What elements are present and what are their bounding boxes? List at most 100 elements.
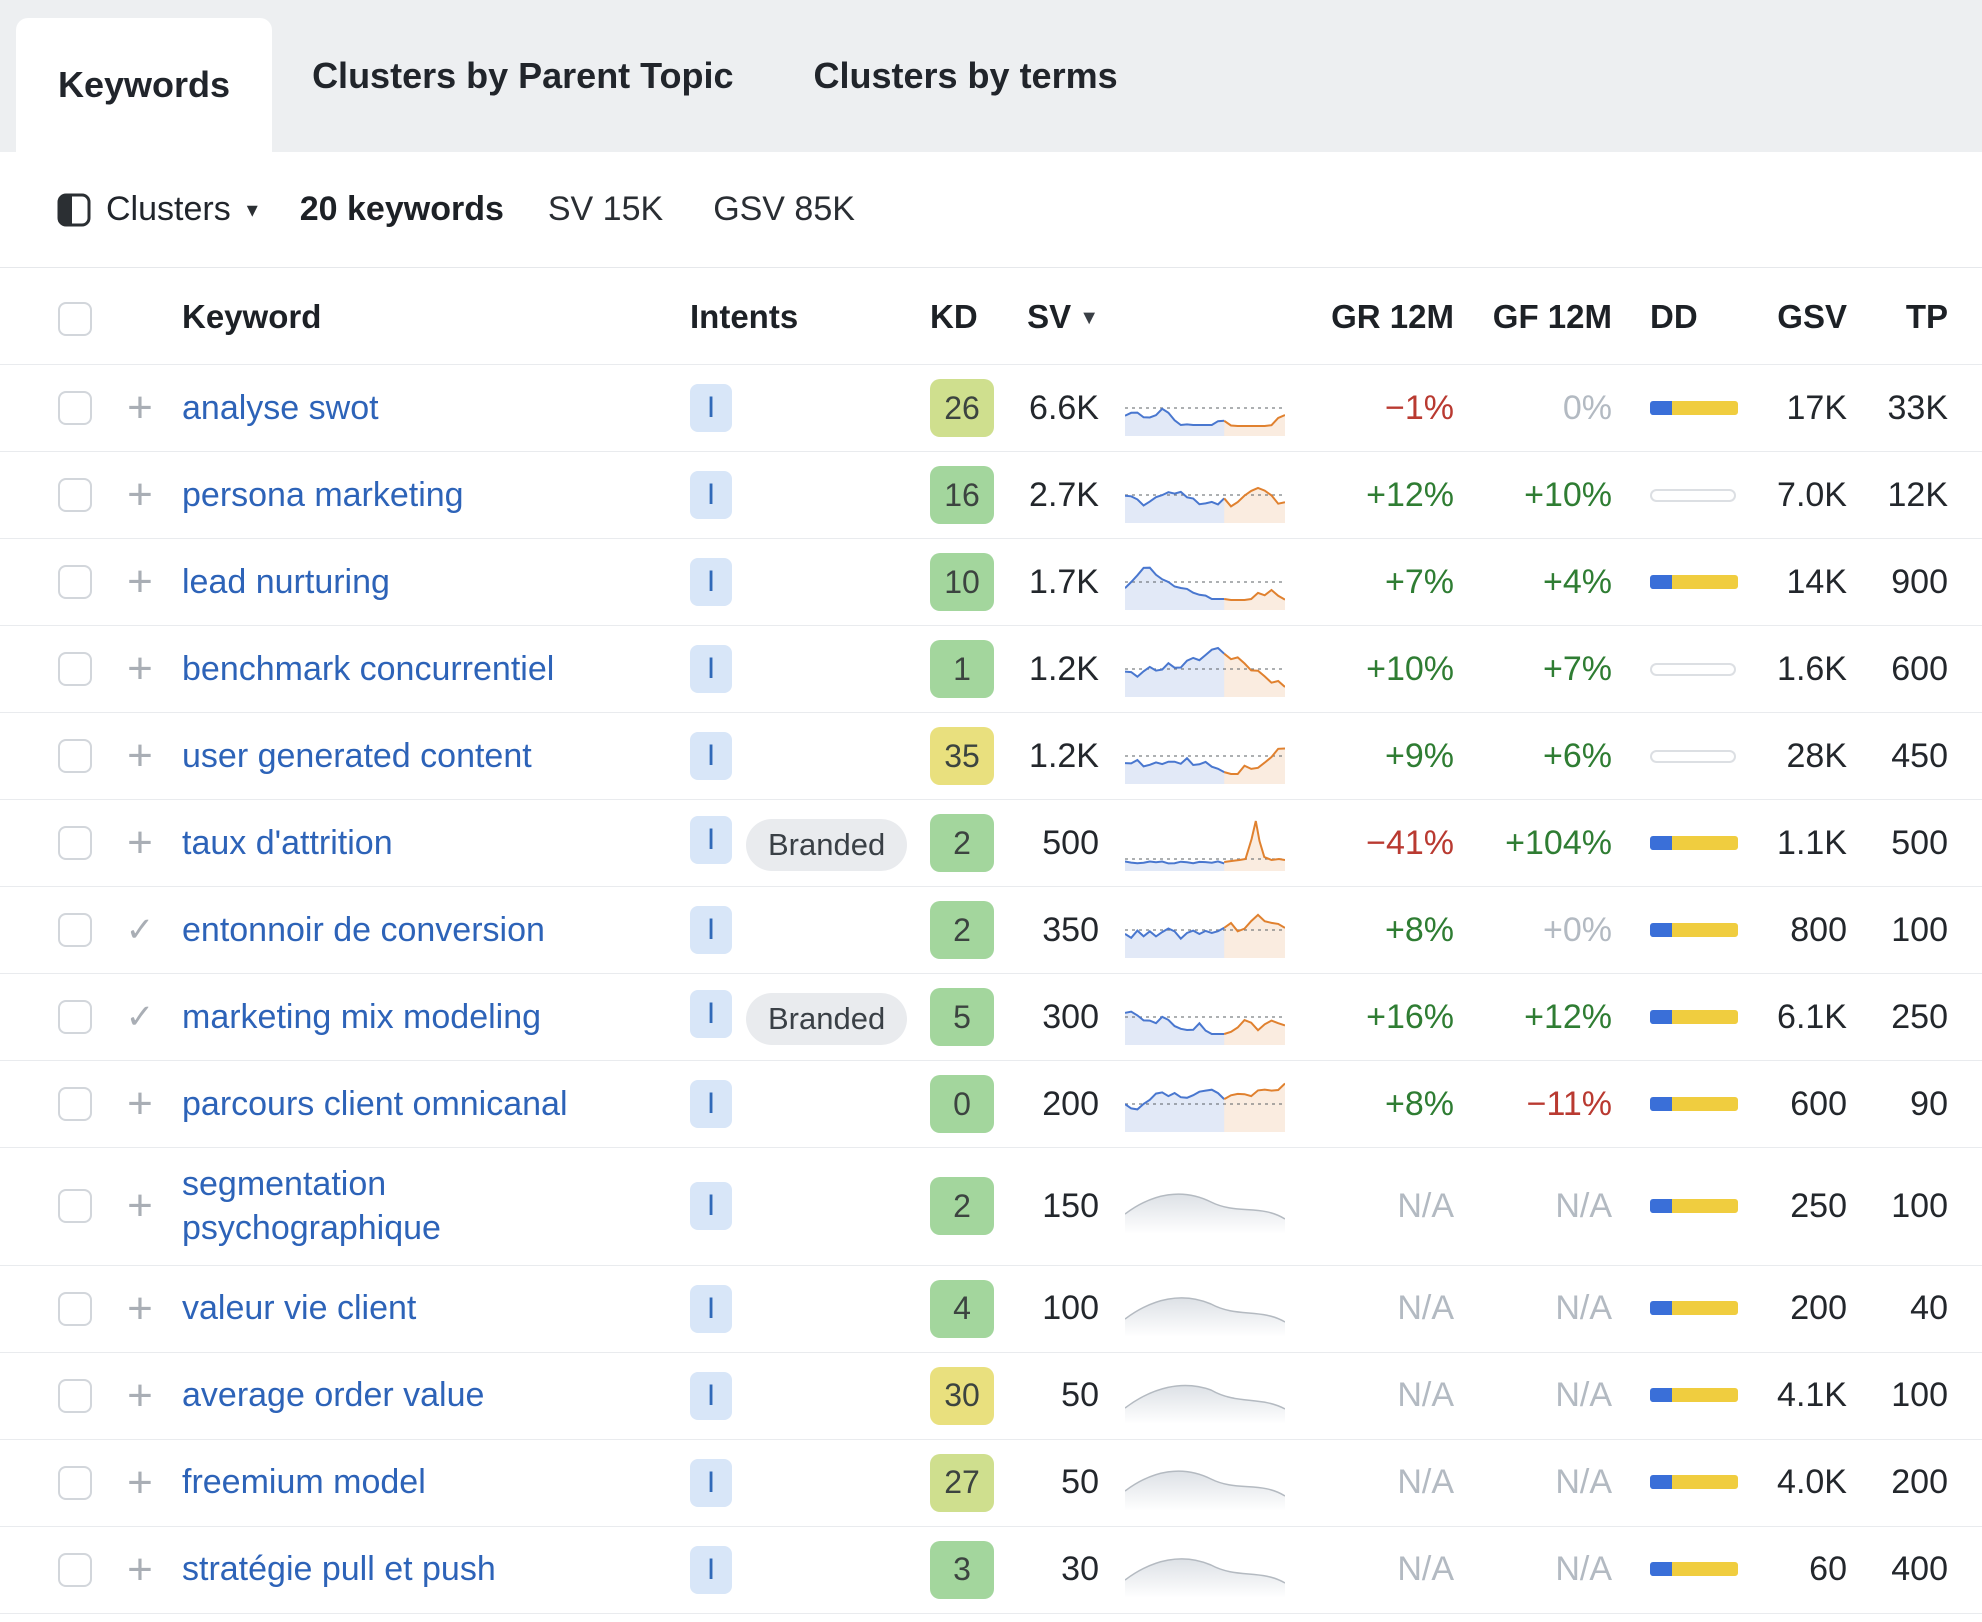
- sv-value: 50: [1022, 1351, 1107, 1440]
- gsv-value: 60: [1757, 1525, 1857, 1614]
- keyword-link[interactable]: freemium model: [182, 1463, 426, 1502]
- row-checkbox[interactable]: [58, 1189, 92, 1224]
- keyword-link[interactable]: taux d'attrition: [182, 823, 393, 862]
- row-checkbox[interactable]: [58, 478, 92, 513]
- gf-12m-value: N/A: [1462, 1525, 1622, 1614]
- keyword-link[interactable]: segmentation psychographique: [182, 1165, 441, 1248]
- gr-12m-value: +7%: [1302, 538, 1462, 626]
- row-checkbox[interactable]: [58, 826, 92, 861]
- add-keyword-button[interactable]: +: [127, 731, 153, 781]
- add-keyword-button[interactable]: +: [127, 1544, 153, 1594]
- trend-sparkline: [1125, 1083, 1285, 1133]
- column-header-gf-12m[interactable]: GF 12M: [1492, 298, 1612, 336]
- gr-12m-value: +10%: [1302, 625, 1462, 713]
- row-checkbox[interactable]: [58, 391, 92, 426]
- tab-clusters-by-terms[interactable]: Clusters by terms: [813, 55, 1118, 96]
- add-keyword-button[interactable]: +: [127, 818, 153, 868]
- sv-value: 1.7K: [1022, 538, 1107, 626]
- sv-value: 500: [1022, 799, 1107, 887]
- add-keyword-button[interactable]: +: [127, 644, 153, 694]
- column-header-keyword[interactable]: Keyword: [182, 298, 322, 336]
- gr-12m-value: −1%: [1302, 364, 1462, 452]
- tp-value: 200: [1857, 1438, 1982, 1527]
- trend-sparkline: [1125, 747, 1285, 785]
- add-keyword-button[interactable]: +: [127, 1370, 153, 1420]
- row-checkbox[interactable]: [58, 1378, 92, 1413]
- keyword-link[interactable]: lead nurturing: [182, 562, 390, 601]
- tp-value: 40: [1857, 1264, 1982, 1353]
- intent-badge: I: [690, 384, 732, 433]
- gsv-value: 4.0K: [1757, 1438, 1857, 1527]
- column-header-sv[interactable]: SV ▼: [1022, 268, 1107, 365]
- add-keyword-button[interactable]: +: [127, 470, 153, 520]
- kd-badge: 4: [930, 1279, 994, 1338]
- table-header-row: Keyword Intents KD SV ▼ GR 12M GF 12M DD …: [0, 268, 1982, 365]
- sv-value: 2.7K: [1022, 451, 1107, 539]
- add-keyword-button[interactable]: +: [127, 1181, 153, 1231]
- row-checkbox[interactable]: [58, 913, 92, 948]
- sv-header-label: SV: [1027, 298, 1072, 336]
- table-row: + segmentation psychographique I 2 150 N/A N/A…: [0, 1147, 1982, 1266]
- gsv-value: 7.0K: [1757, 451, 1857, 539]
- keyword-link[interactable]: average order value: [182, 1376, 485, 1415]
- column-header-kd[interactable]: KD: [930, 298, 978, 336]
- select-all-checkbox[interactable]: [58, 302, 92, 337]
- add-keyword-button[interactable]: +: [127, 1457, 153, 1507]
- row-checkbox[interactable]: [58, 1000, 92, 1035]
- sv-summary: SV 15K: [547, 190, 664, 228]
- tab-clusters-by-parent-topic[interactable]: Clusters by Parent Topic: [312, 55, 734, 96]
- clusters-view-dropdown[interactable]: Clusters ▾: [56, 190, 258, 229]
- row-checkbox[interactable]: [58, 739, 92, 774]
- tp-value: 90: [1857, 1060, 1982, 1148]
- tp-value: 100: [1857, 1147, 1982, 1266]
- column-header-gr-12m[interactable]: GR 12M: [1331, 298, 1454, 336]
- tab-keywords[interactable]: Keywords: [16, 18, 273, 152]
- row-checkbox[interactable]: [58, 1465, 92, 1500]
- keyword-link[interactable]: stratégie pull et push: [182, 1550, 496, 1589]
- add-keyword-button[interactable]: +: [127, 383, 153, 433]
- keyword-link[interactable]: marketing mix modeling: [182, 997, 542, 1036]
- keyword-link[interactable]: persona marketing: [182, 475, 464, 514]
- keyword-link[interactable]: valeur vie client: [182, 1289, 417, 1328]
- add-keyword-button[interactable]: +: [127, 1079, 153, 1129]
- added-check-icon[interactable]: ✓: [125, 998, 155, 1037]
- column-header-tp[interactable]: TP: [1905, 298, 1948, 336]
- intent-badge: I: [690, 906, 732, 955]
- kd-badge: 5: [930, 988, 994, 1047]
- row-checkbox[interactable]: [58, 1087, 92, 1122]
- column-header-intents[interactable]: Intents: [690, 298, 799, 336]
- branded-badge: Branded: [746, 818, 908, 871]
- gr-12m-value: +8%: [1302, 886, 1462, 974]
- row-checkbox[interactable]: [58, 565, 92, 600]
- intent-badge: I: [690, 471, 732, 520]
- keyword-count: 20 keywords: [299, 190, 504, 228]
- add-keyword-button[interactable]: +: [127, 557, 153, 607]
- intent-badge: I: [690, 558, 732, 607]
- keyword-link[interactable]: analyse swot: [182, 388, 379, 427]
- keyword-link[interactable]: benchmark concurrentiel: [182, 649, 555, 688]
- table-row: + stratégie pull et push I 3 30 N/A N/A 60 400: [0, 1525, 1982, 1614]
- sv-value: 6.6K: [1022, 364, 1107, 452]
- row-checkbox[interactable]: [58, 652, 92, 687]
- sv-value: 1.2K: [1022, 625, 1107, 713]
- tp-value: 12K: [1857, 451, 1982, 539]
- column-header-dd[interactable]: DD: [1650, 298, 1698, 336]
- row-checkbox[interactable]: [58, 1291, 92, 1326]
- gsv-value: 200: [1757, 1264, 1857, 1353]
- column-header-gsv[interactable]: GSV: [1777, 298, 1847, 336]
- intent-badge: I: [690, 1545, 732, 1594]
- intent-badge: I: [690, 815, 732, 864]
- intent-badge: I: [690, 1080, 732, 1129]
- keyword-link[interactable]: entonnoir de conversion: [182, 910, 545, 949]
- keyword-link[interactable]: parcours client omnicanal: [182, 1084, 568, 1123]
- trend-sparkline: [1125, 566, 1285, 611]
- intent-badge: I: [690, 1182, 732, 1231]
- row-checkbox[interactable]: [58, 1552, 92, 1587]
- keyword-link[interactable]: user generated content: [182, 736, 532, 775]
- added-check-icon[interactable]: ✓: [125, 911, 155, 950]
- gr-12m-value: N/A: [1302, 1147, 1462, 1266]
- add-keyword-button[interactable]: +: [127, 1283, 153, 1333]
- gf-12m-value: +4%: [1462, 538, 1622, 626]
- gr-12m-value: −41%: [1302, 799, 1462, 887]
- trend-sparkline: [1125, 407, 1285, 437]
